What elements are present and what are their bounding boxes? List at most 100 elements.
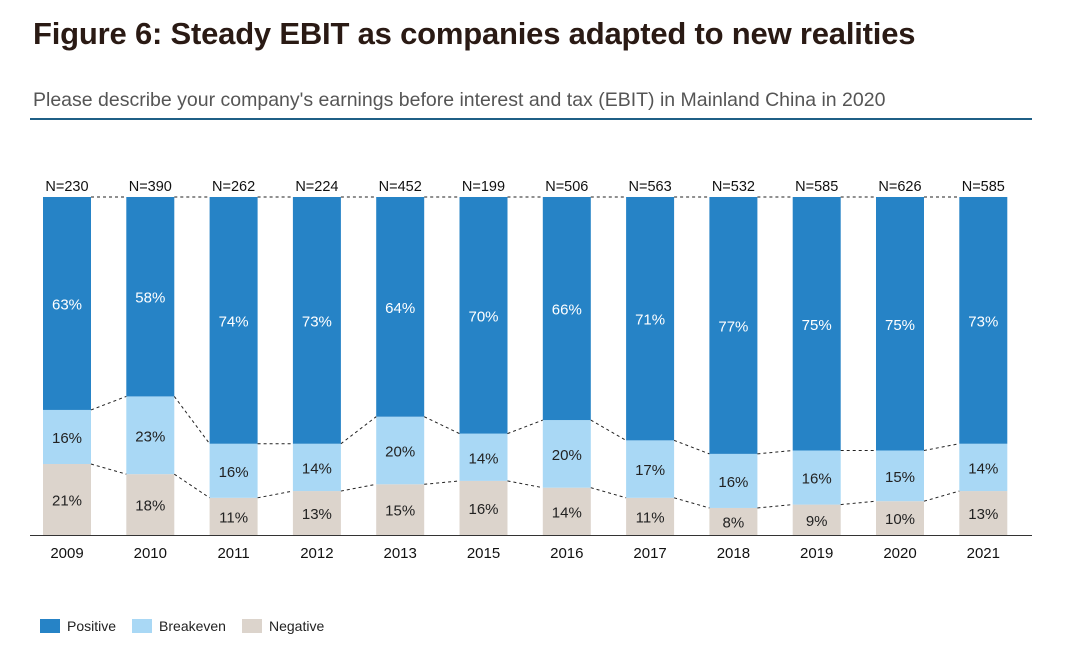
n-label: N=585	[795, 179, 838, 195]
bar-segment-negative	[709, 507, 758, 535]
connector-line-positive-breakeven	[90, 395, 127, 411]
data-label-breakeven: 14%	[968, 460, 998, 477]
legend-swatch-breakeven	[132, 619, 153, 633]
data-label-negative: 10%	[885, 511, 915, 528]
legend: Positive Breakeven Negative	[40, 617, 340, 635]
chart-subtitle: Please describe your company's earnings …	[33, 89, 886, 111]
connector-line-breakeven-negative	[340, 483, 377, 492]
data-label-breakeven: 14%	[302, 460, 332, 477]
bar-segment-breakeven	[959, 443, 1008, 492]
data-label-breakeven: 23%	[135, 428, 165, 445]
data-label-breakeven: 14%	[468, 450, 498, 467]
connector-line-positive-breakeven	[340, 416, 377, 445]
bar-segment-breakeven	[126, 396, 175, 475]
legend-item-breakeven: Breakeven	[132, 618, 226, 634]
connector-line-breakeven-negative	[257, 490, 293, 499]
bar-segment-breakeven	[792, 450, 841, 505]
bar-segment-positive	[292, 197, 341, 444]
n-label: N=230	[45, 179, 88, 195]
bar-segment-breakeven	[43, 409, 91, 465]
n-label: N=532	[712, 179, 755, 195]
connector-line-positive-breakeven	[173, 396, 211, 445]
data-label-negative: 8%	[723, 514, 745, 531]
bar-segment-negative	[376, 484, 425, 535]
bar-segment-breakeven	[542, 420, 591, 488]
x-tick-label: 2013	[384, 545, 417, 562]
data-label-negative: 21%	[52, 493, 82, 510]
bar-segment-breakeven	[376, 416, 425, 485]
connector-line-breakeven-negative	[673, 497, 710, 509]
connector-line-positive-breakeven	[590, 419, 627, 441]
data-label-positive: 71%	[635, 312, 665, 329]
n-label: N=626	[878, 179, 921, 195]
bar-segment-breakeven	[876, 450, 924, 502]
stacked-bar-chart: 63% 16% 21% N=230 2009 58% 23% 18% N=390 2010 74% 1…	[30, 179, 1032, 562]
connector-line-breakeven-negative	[840, 500, 877, 506]
data-label-breakeven: 16%	[718, 474, 748, 491]
data-label-negative: 16%	[468, 501, 498, 518]
connector-line-positive-breakeven	[673, 439, 710, 455]
data-label-negative: 11%	[636, 509, 665, 526]
x-tick-label: 2015	[467, 545, 500, 562]
data-label-positive: 70%	[468, 308, 498, 325]
x-tick-label: 2019	[800, 545, 833, 562]
bar-segment-breakeven	[209, 443, 258, 498]
bar-segment-positive	[876, 197, 924, 451]
n-label: N=199	[462, 179, 505, 195]
x-tick-label: 2017	[633, 545, 666, 562]
n-label: N=563	[629, 179, 672, 195]
bar-segment-negative	[542, 487, 591, 535]
x-tick-label: 2009	[50, 545, 83, 562]
bar-segment-negative	[43, 464, 91, 535]
data-label-positive: 74%	[219, 313, 249, 330]
legend-label-negative: Negative	[268, 618, 325, 634]
data-label-positive: 66%	[552, 302, 582, 319]
legend-item-positive: Positive	[40, 618, 116, 634]
x-tick-label: 2021	[967, 545, 1000, 562]
connector-line-positive-breakeven	[507, 419, 543, 435]
x-tick-label: 2016	[550, 545, 583, 562]
data-label-breakeven: 15%	[885, 469, 915, 486]
data-label-positive: 64%	[385, 300, 415, 317]
data-label-positive: 75%	[802, 317, 832, 334]
bar-segment-negative	[292, 491, 341, 535]
n-label: N=262	[212, 179, 255, 195]
data-label-breakeven: 20%	[385, 444, 415, 461]
legend-swatch-negative	[241, 619, 262, 633]
n-label: N=506	[545, 179, 588, 195]
bar-segment-negative	[876, 501, 924, 535]
bar-segment-positive	[459, 197, 508, 434]
data-label-negative: 15%	[385, 503, 415, 520]
connector-line-positive-breakeven	[757, 450, 793, 455]
data-label-negative: 9%	[806, 513, 828, 530]
data-label-negative: 18%	[135, 498, 165, 515]
n-label: N=224	[295, 179, 338, 195]
bar-segment-negative	[209, 497, 258, 535]
connector-line-breakeven-negative	[90, 463, 127, 475]
data-label-positive: 63%	[52, 296, 82, 313]
data-label-breakeven: 16%	[802, 471, 832, 488]
connector-line-breakeven-negative	[507, 480, 543, 489]
bar-segment-negative	[792, 504, 841, 535]
connector-line-breakeven-negative	[757, 504, 793, 509]
legend-swatch-positive	[40, 619, 60, 633]
x-tick-label: 2012	[300, 545, 333, 562]
bar-segment-positive	[709, 197, 758, 454]
n-label: N=585	[962, 179, 1005, 195]
data-label-negative: 11%	[219, 509, 248, 526]
x-tick-label: 2018	[717, 545, 750, 562]
x-tick-label: 2011	[217, 545, 249, 562]
data-label-breakeven: 17%	[635, 462, 665, 479]
bar-segment-positive	[792, 197, 841, 451]
data-label-positive: 58%	[135, 290, 165, 307]
title-divider	[30, 118, 1032, 120]
bar-segment-breakeven	[709, 453, 758, 508]
bar-segment-breakeven	[292, 443, 341, 492]
data-label-positive: 73%	[968, 313, 998, 330]
data-label-negative: 13%	[302, 506, 332, 523]
data-label-positive: 73%	[302, 313, 332, 330]
legend-label-breakeven: Breakeven	[159, 618, 226, 634]
legend-label-positive: Positive	[67, 618, 117, 634]
bar-segment-positive	[959, 197, 1008, 444]
data-label-breakeven: 16%	[219, 464, 249, 481]
